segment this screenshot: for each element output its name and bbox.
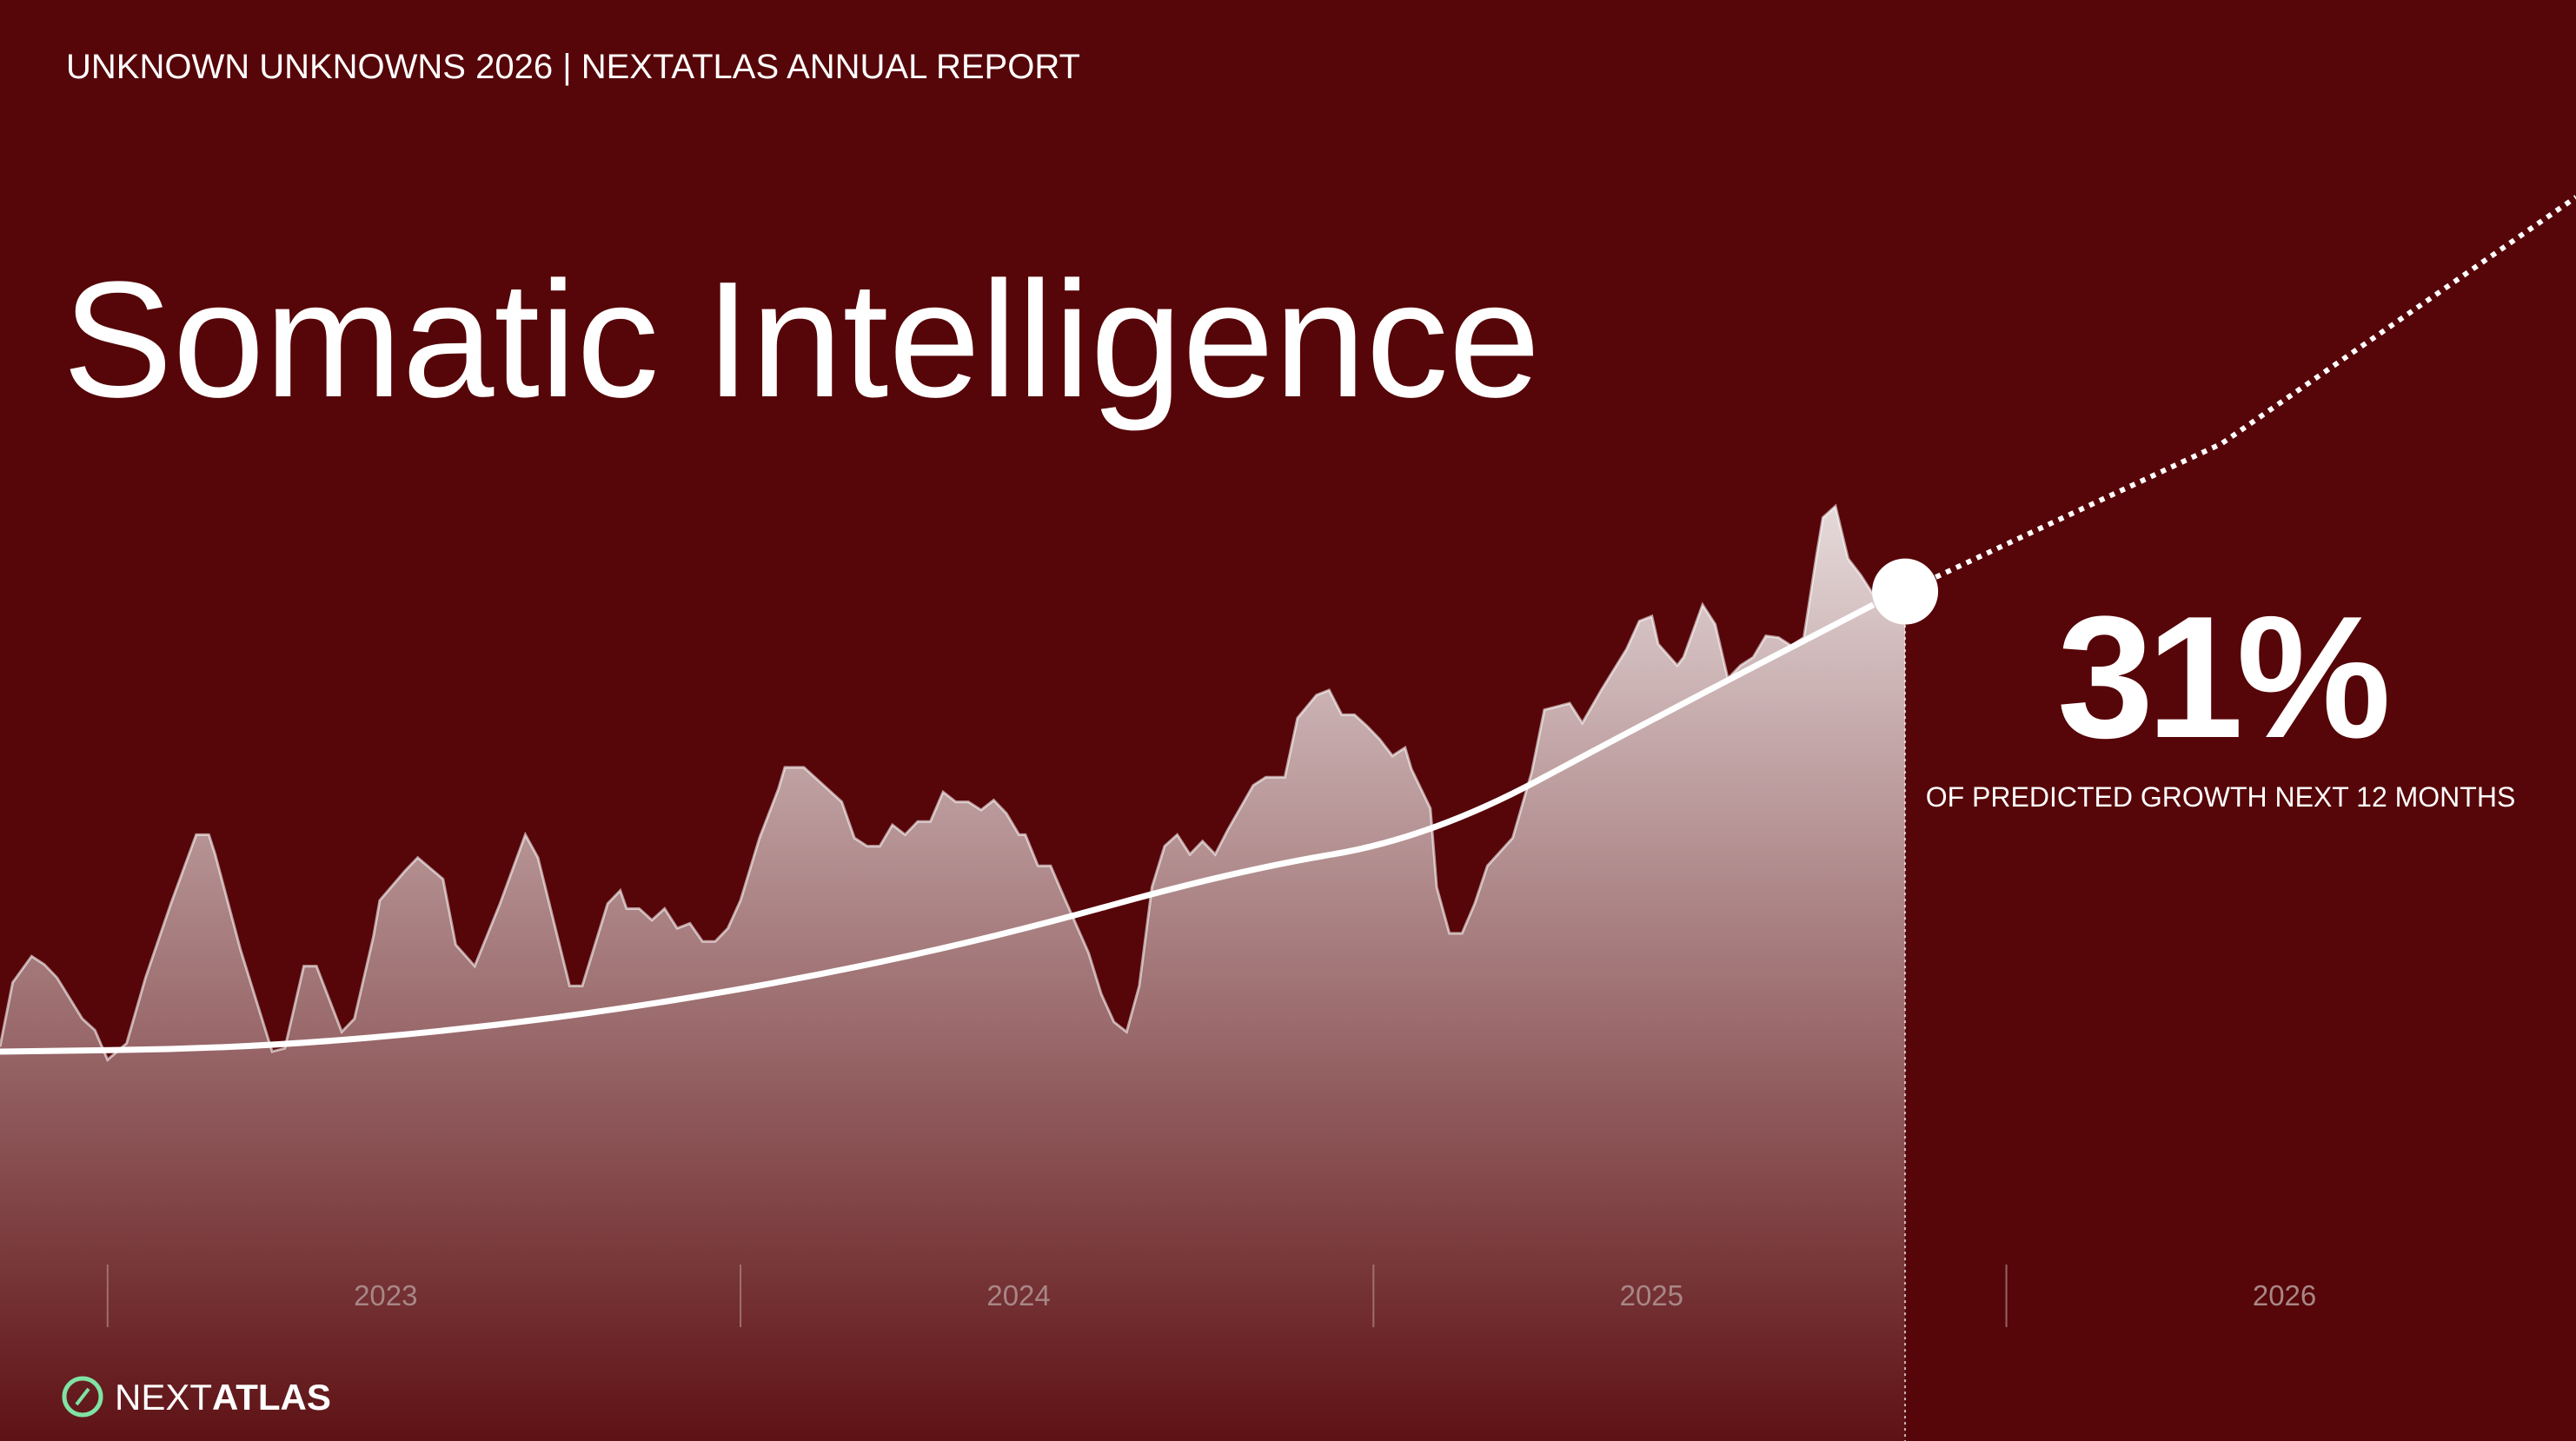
growth-value: 31% [2057,581,2387,774]
growth-caption: OF PREDICTED GROWTH NEXT 12 MONTHS [1926,781,2516,813]
logo-bold: ATLAS [212,1377,331,1418]
projection-point [1872,558,1939,625]
x-tick-label: 2026 [2253,1279,2316,1312]
chart-title: Somatic Intelligence [63,248,1540,432]
logo-icon [62,1376,103,1418]
logo-icon-mark [75,1387,90,1406]
projection-line [1903,195,2576,594]
area-line [0,503,1906,1062]
x-tick-label: 2024 [986,1279,1050,1312]
logo-light: NEXT [115,1377,212,1418]
x-tick-label: 2025 [1620,1279,1683,1312]
trend-line [0,601,1876,1055]
header: UNKNOWN UNKNOWNS 2026 | NEXTATLAS ANNUAL… [66,48,1080,86]
x-tick-label: 2023 [354,1279,417,1312]
logo: NEXTATLAS [115,1377,331,1418]
area [0,506,1906,1441]
